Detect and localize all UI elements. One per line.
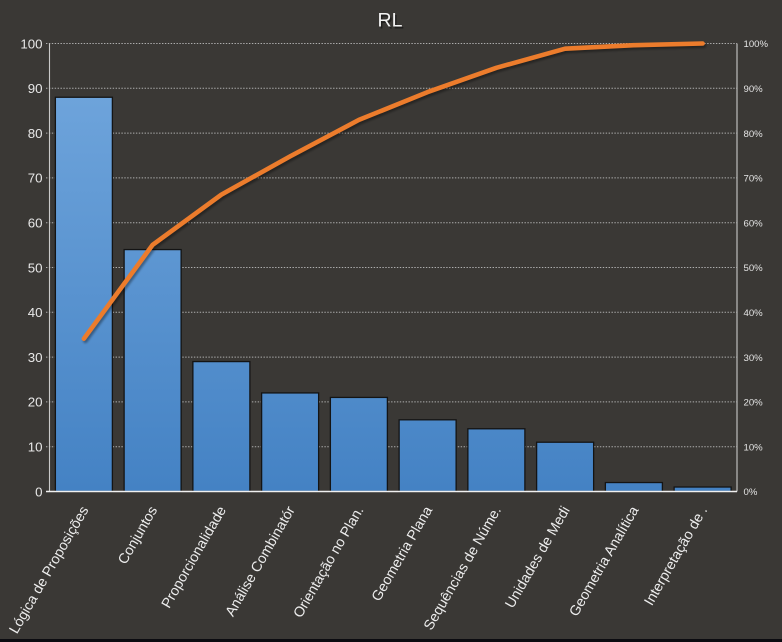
svg-text:70: 70: [28, 171, 43, 186]
svg-text:10%: 10%: [744, 442, 764, 453]
svg-text:60: 60: [28, 216, 43, 231]
svg-text:40: 40: [28, 305, 43, 320]
svg-text:20%: 20%: [744, 398, 764, 409]
svg-text:70%: 70%: [744, 174, 764, 185]
svg-text:30%: 30%: [744, 353, 764, 364]
svg-text:80: 80: [28, 126, 43, 141]
svg-text:50: 50: [28, 260, 43, 275]
svg-text:40%: 40%: [744, 308, 764, 319]
svg-text:0%: 0%: [744, 487, 758, 498]
svg-text:20: 20: [28, 395, 43, 410]
svg-text:60%: 60%: [744, 218, 764, 229]
svg-text:90: 90: [28, 81, 43, 96]
svg-text:30: 30: [28, 350, 43, 365]
svg-text:RL: RL: [379, 11, 404, 33]
svg-text:0: 0: [35, 484, 42, 499]
svg-text:RL: RL: [378, 10, 403, 32]
svg-text:10: 10: [28, 440, 43, 455]
svg-text:80%: 80%: [744, 129, 764, 140]
svg-text:50%: 50%: [744, 263, 764, 274]
svg-text:100: 100: [20, 36, 42, 51]
svg-text:90%: 90%: [744, 84, 764, 95]
svg-text:100%: 100%: [744, 39, 769, 50]
